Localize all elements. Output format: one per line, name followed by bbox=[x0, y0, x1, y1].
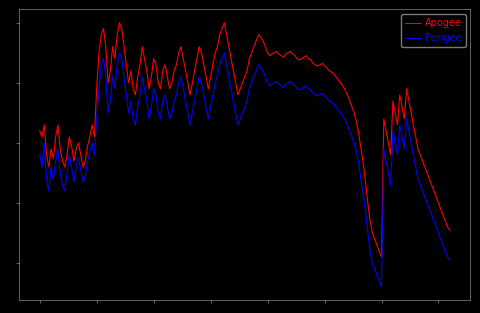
Perigee bbox=[117, 51, 122, 54]
Perigee bbox=[98, 63, 104, 67]
Perigee bbox=[381, 147, 387, 151]
Apogee bbox=[71, 159, 77, 163]
Perigee bbox=[71, 180, 77, 184]
Perigee bbox=[238, 117, 243, 121]
Line: Perigee: Perigee bbox=[40, 53, 450, 287]
Perigee bbox=[235, 123, 241, 127]
Apogee bbox=[37, 129, 43, 133]
Legend: Apogee, Perigee: Apogee, Perigee bbox=[401, 14, 466, 47]
Apogee bbox=[238, 87, 243, 91]
Perigee bbox=[447, 258, 453, 262]
Apogee bbox=[447, 228, 453, 232]
Perigee bbox=[379, 285, 384, 289]
Apogee bbox=[153, 63, 159, 67]
Apogee bbox=[117, 21, 122, 24]
Apogee bbox=[381, 117, 387, 121]
Perigee bbox=[153, 93, 159, 97]
Apogee bbox=[98, 33, 104, 37]
Apogee bbox=[235, 93, 241, 97]
Perigee bbox=[37, 153, 43, 157]
Line: Apogee: Apogee bbox=[40, 23, 450, 257]
Apogee bbox=[379, 255, 384, 259]
